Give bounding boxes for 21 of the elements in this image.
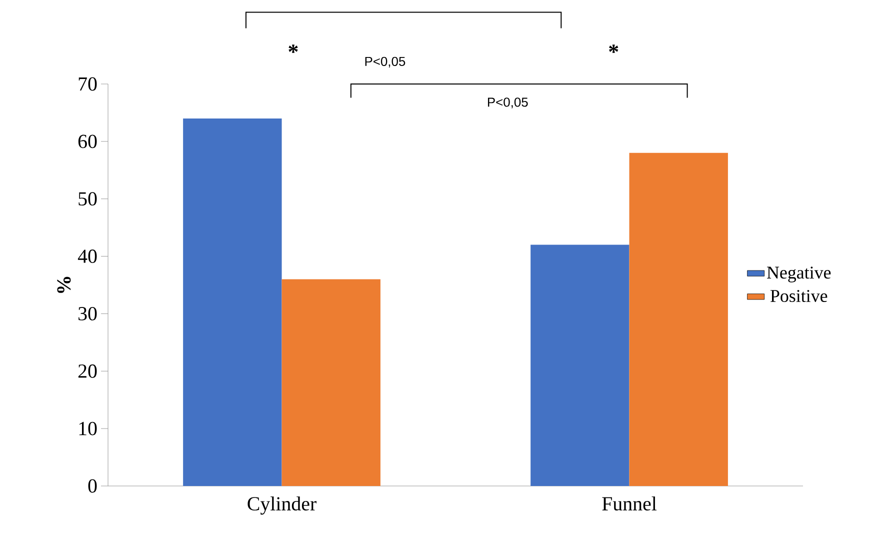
y-tick-label: 60 <box>78 134 97 148</box>
text: * <box>609 44 618 53</box>
text: * <box>288 44 298 53</box>
bar <box>183 118 282 486</box>
legend-label: Negative <box>767 266 831 282</box>
text: P<0,05 <box>365 56 406 68</box>
y-tick-label: 0 <box>88 479 97 493</box>
annotation: P<0,05 <box>488 98 528 108</box>
y-tick-label: 70 <box>78 77 97 91</box>
x-tick-label: Cylinder <box>248 496 316 515</box>
bar <box>530 244 630 486</box>
bar <box>282 279 380 486</box>
y-axis-title: % <box>57 276 71 293</box>
x-tick-label: Funnel <box>602 496 657 511</box>
y-tick-label: 30 <box>78 306 97 320</box>
legend-label: Positive <box>770 290 828 302</box>
y-tick-label: 40 <box>78 250 97 263</box>
y-tick-label: 10 <box>79 422 97 436</box>
bar <box>629 152 728 486</box>
y-tick-label: 50 <box>78 192 97 206</box>
y-tick-label: 20 <box>78 364 97 378</box>
